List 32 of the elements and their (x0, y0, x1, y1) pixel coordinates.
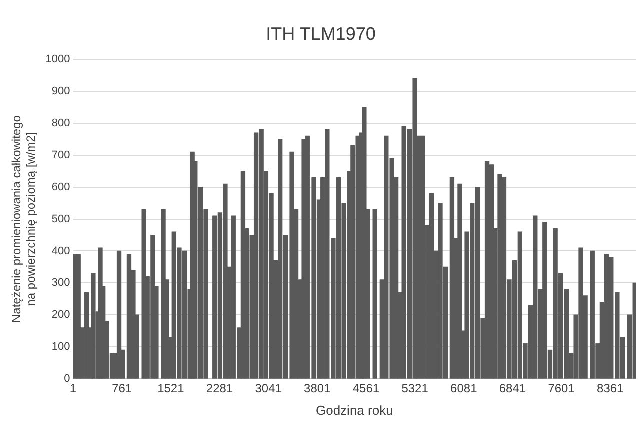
bar (116, 250, 122, 379)
x-axis-title: Godzina roku (316, 402, 394, 418)
chart-title: ITH TLM1970 (266, 24, 376, 44)
x-tick-label: 3801 (304, 382, 332, 396)
bar (84, 292, 90, 379)
bar (91, 273, 96, 379)
y-tick-label: 900 (52, 86, 70, 98)
y-tick-label: 100 (52, 341, 70, 354)
x-tick-label: 3041 (255, 382, 282, 396)
x-tick-label: 6081 (450, 382, 478, 396)
x-tick-label: 2281 (206, 382, 234, 396)
x-tick-label: 1521 (158, 382, 185, 396)
bar (372, 209, 378, 379)
x-tick-label: 6841 (499, 382, 526, 396)
y-tick-label: 800 (52, 118, 70, 130)
y-tick-label: 600 (52, 181, 70, 194)
y-tick-label: 700 (52, 149, 70, 162)
y-tick-label: 400 (52, 245, 70, 258)
x-tick-label: 8361 (597, 382, 624, 396)
x-tick-label: 5321 (402, 382, 429, 396)
y-tick-label: 1000 (46, 54, 70, 66)
x-tick-label: 1 (70, 382, 77, 396)
y-axis-title: Natężenie promieniowania całkowitego na powierzchnię poziomą [w/m2] (10, 115, 38, 324)
y-tick-label: 0 (64, 373, 70, 386)
bar (458, 184, 462, 379)
bar (484, 161, 490, 379)
y-tick-label: 500 (52, 213, 70, 226)
x-tick-label: 4561 (352, 382, 380, 396)
y-tick-label: 200 (52, 309, 70, 322)
x-tick-label: 7601 (548, 382, 576, 396)
x-tick-label: 761 (112, 382, 132, 396)
y-tick-label: 300 (52, 277, 70, 290)
